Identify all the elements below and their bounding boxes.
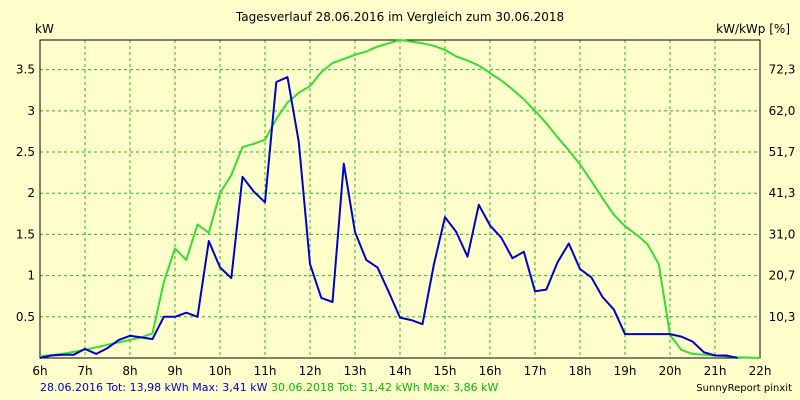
x-tick-label: 14h xyxy=(389,364,412,378)
y-tick-label-left: 3 xyxy=(27,104,35,118)
y-tick-label-right: 62,0 xyxy=(769,104,796,118)
legend: 28.06.2016 Tot: 13,98 kWh Max: 3,41 kW 3… xyxy=(40,381,498,394)
x-tick-label: 12h xyxy=(299,364,322,378)
y-tick-label-right: 51,7 xyxy=(769,145,796,159)
y-tick-label-left: 0.5 xyxy=(16,310,35,324)
series-line-28-06-2016 xyxy=(39,76,738,359)
y-tick-label-right: 10,3 xyxy=(769,310,796,324)
x-tick-label: 21h xyxy=(704,364,727,378)
y-tick-label-left: 1 xyxy=(27,269,35,283)
x-tick-label: 18h xyxy=(569,364,592,378)
x-tick-label: 6h xyxy=(32,364,47,378)
x-tick-label: 11h xyxy=(254,364,277,378)
x-tick-label: 22h xyxy=(749,364,772,378)
x-tick-label: 13h xyxy=(344,364,367,378)
x-tick-label: 7h xyxy=(77,364,92,378)
x-tick-label: 17h xyxy=(524,364,547,378)
y-tick-label-right: 41,3 xyxy=(769,186,796,200)
x-tick-label: 16h xyxy=(479,364,502,378)
x-tick-label: 8h xyxy=(122,364,137,378)
chart-title: Tagesverlauf 28.06.2016 im Vergleich zum… xyxy=(235,10,565,24)
x-tick-label: 19h xyxy=(614,364,637,378)
credit-label: SunnyReport pinxit xyxy=(696,383,792,394)
y-tick-label-left: 3.5 xyxy=(16,63,35,77)
y-tick-label-right: 72,3 xyxy=(769,63,796,77)
x-tick-label: 15h xyxy=(434,364,457,378)
y-tick-label-right: 20,7 xyxy=(769,269,796,283)
right-axis-label: kW/kWp [%] xyxy=(716,22,790,36)
y-tick-label-right: 31,0 xyxy=(769,227,796,241)
x-tick-label: 10h xyxy=(209,364,232,378)
x-tick-label: 9h xyxy=(167,364,182,378)
x-tick-label: 20h xyxy=(659,364,682,378)
legend-entry-2016: 28.06.2016 Tot: 13,98 kWh Max: 3,41 kW xyxy=(40,381,268,394)
left-axis-label: kW xyxy=(35,22,54,36)
legend-entry-2018: 30.06.2018 Tot: 31,42 kWh Max: 3,86 kW xyxy=(270,381,499,394)
y-tick-label-left: 2.5 xyxy=(16,145,35,159)
y-tick-label-left: 2 xyxy=(27,186,35,200)
series-line-30-06-2018 xyxy=(39,39,761,359)
y-tick-label-left: 1.5 xyxy=(16,227,35,241)
